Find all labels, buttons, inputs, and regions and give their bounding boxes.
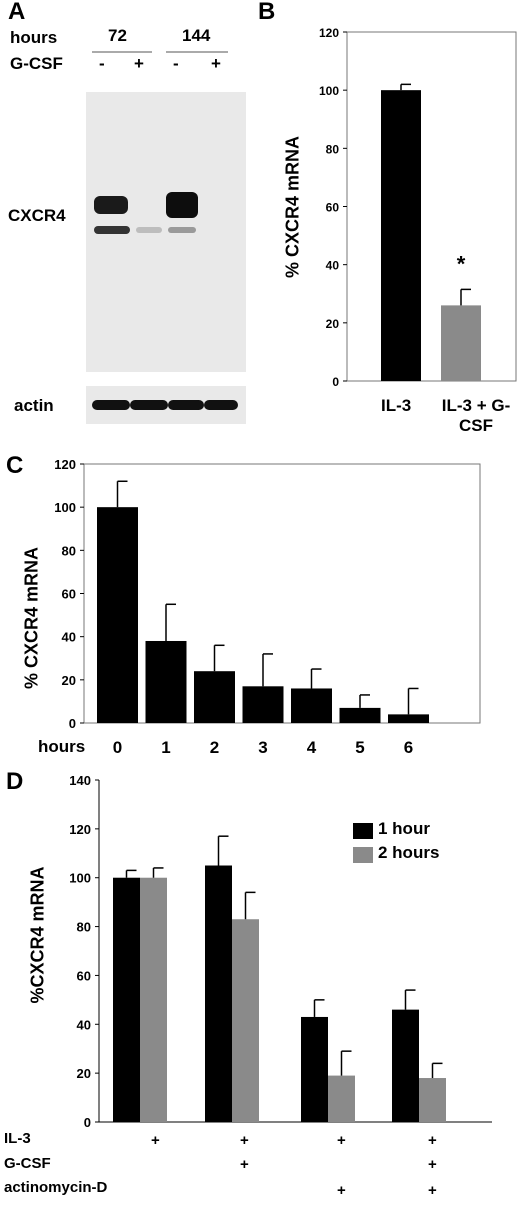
legend-swatch-2-hours [353, 847, 373, 863]
chart-c-xtick-label: 4 [307, 738, 317, 757]
chart-d-bar-2-4 [419, 1078, 446, 1122]
chart-d-ytick-label: 120 [69, 822, 91, 837]
chart-b-ytick-label: 100 [319, 84, 339, 98]
row-label-gcsf: G-CSF [4, 1155, 51, 1172]
chart-c-ytick-label: 40 [62, 630, 76, 645]
chart-b-bar-1 [381, 90, 421, 382]
chart-b-ytick-label: 60 [326, 201, 340, 215]
chart-d-ytick-label: 140 [69, 773, 91, 788]
chart-c-bar-3 [242, 686, 284, 723]
chart-c-ytick-label: 120 [54, 457, 76, 472]
band-cxcr4-upper-lane1 [94, 196, 128, 214]
chart-d-bar-2-1 [140, 877, 167, 1122]
chart-d-ytick-label: 0 [84, 1115, 91, 1130]
legend-swatch-1-hour [353, 823, 373, 839]
chart-c-ytick-label: 80 [62, 543, 76, 558]
chart-c-bar-2 [194, 671, 235, 723]
chart-c-xtick-label: 1 [161, 738, 170, 757]
sign-il3-g2: + [240, 1132, 249, 1149]
chart-b-ytick-label: 0 [332, 375, 339, 389]
sign-il3-g1: + [151, 1132, 160, 1149]
chart-d-bar-2-3 [328, 1075, 355, 1122]
chart-d-ytick-label: 40 [77, 1017, 91, 1032]
chart-d-bar-1-4 [392, 1009, 419, 1122]
band-cxcr4-upper-lane3 [166, 192, 198, 218]
sign-gcsf-g2: + [240, 1156, 249, 1173]
chart-c-xtick-label: 0 [113, 738, 122, 757]
band-actin-lane3 [168, 400, 204, 410]
sign-gcsf-g4: + [428, 1156, 437, 1173]
lane-sign-1: - [99, 54, 105, 73]
chart-c-bar-6 [388, 714, 429, 723]
chart-d-bar-1-1 [113, 877, 140, 1122]
chart-d-bar-1-3 [301, 1016, 328, 1122]
sign-il3-g4: + [428, 1132, 437, 1149]
chart-c-bar-5 [339, 707, 381, 723]
chart-b-bar-2 [441, 305, 481, 381]
sign-actino-g4: + [428, 1182, 437, 1199]
row-label-actinomycin: actinomycin-D [4, 1179, 108, 1196]
band-actin-lane2 [130, 400, 168, 410]
blot-hours-label: hours [10, 28, 58, 47]
chart-d-bar-2-2 [232, 919, 259, 1122]
panel-c-letter: C [6, 452, 24, 479]
blot-gcsf-label: G-CSF [10, 54, 63, 73]
sign-il3-g3: + [337, 1132, 346, 1149]
chart-c-bar-4 [291, 688, 332, 723]
actin-blot [86, 386, 246, 424]
blot-cxcr4-label: CXCR4 [8, 206, 66, 225]
chart-d-ytick-label: 20 [77, 1066, 91, 1081]
chart-c-ytick-label: 60 [62, 587, 76, 602]
chart-b-ytick-label: 80 [326, 142, 340, 156]
blot-header-lines [92, 51, 228, 53]
lane-sign-3: - [173, 54, 179, 73]
blot-time-72: 72 [108, 26, 127, 45]
chart-b-ytick-label: 20 [326, 317, 340, 331]
chart-d-bar-1-2 [205, 865, 232, 1122]
legend-label-1-hour: 1 hour [378, 819, 430, 838]
chart-d-ytick-label: 100 [69, 871, 91, 886]
lane-sign-4: + [211, 54, 221, 73]
chart-c-svg: 0 20 40 60 80 100 120 0 1 2 3 4 5 6 [54, 457, 481, 757]
chart-b-svg: 0 20 40 60 80 100 120 * [319, 26, 517, 389]
chart-d-ylabel: %CXCR4 mRNA [27, 866, 48, 1004]
chart-d-ytick-label: 60 [77, 968, 91, 983]
panel-d-letter: D [6, 768, 24, 795]
legend-label-2-hours: 2 hours [378, 843, 440, 862]
chart-c-xtick-label: 2 [210, 738, 219, 757]
chart-b-xcat-1: IL-3 [381, 396, 412, 415]
band-actin-lane4 [204, 400, 238, 410]
cxcr4-blot [86, 92, 246, 372]
lane-sign-2: + [134, 54, 144, 73]
blot-time-144: 144 [182, 26, 211, 45]
sign-actino-g3: + [337, 1182, 346, 1199]
row-label-il3: IL-3 [4, 1130, 31, 1147]
chart-d-ytick-label: 80 [77, 920, 91, 935]
chart-c-xtick-label: 6 [404, 738, 413, 757]
chart-c-ytick-label: 100 [54, 500, 76, 515]
chart-c-bar-1 [145, 640, 187, 723]
blot-actin-label: actin [14, 396, 54, 415]
band-actin-lane1 [92, 400, 130, 410]
panel-a-letter: A [8, 0, 26, 25]
chart-b-xcat-2: IL-3 + G-CSF [441, 396, 511, 435]
chart-b-ytick-label: 120 [319, 26, 339, 40]
band-cxcr4-lower-lane3 [168, 227, 196, 233]
chart-c-ytick-label: 20 [62, 673, 76, 688]
panel-b-letter: B [258, 0, 276, 25]
chart-c-xtick-label: 3 [258, 738, 267, 757]
chart-b-significance-star: * [457, 251, 466, 276]
chart-c-bar-0 [97, 507, 138, 723]
chart-c-xlabel: hours [38, 737, 86, 756]
band-cxcr4-lower-lane2 [136, 227, 162, 233]
chart-b-ytick-label: 40 [326, 259, 340, 273]
chart-c-xtick-label: 5 [355, 738, 364, 757]
chart-c-ytick-label: 0 [69, 716, 76, 731]
band-cxcr4-lower-lane1 [94, 226, 130, 234]
